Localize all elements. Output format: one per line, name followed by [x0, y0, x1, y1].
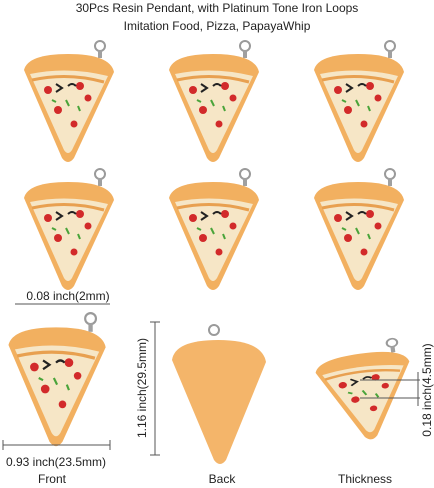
front-view	[6, 311, 108, 448]
width-size: 0.93 inch(23.5mm)	[6, 455, 106, 469]
pendant	[22, 39, 116, 164]
view-label: Front	[38, 472, 67, 486]
pendant	[312, 39, 406, 164]
thickness-view	[310, 335, 421, 448]
back-view	[172, 324, 266, 464]
pendant	[167, 167, 261, 292]
loop-size: 0.08 inch(2mm)	[26, 289, 109, 303]
pendant	[167, 39, 261, 164]
height-size: 1.16 inch(29.5mm)	[135, 338, 149, 438]
view-label: Thickness	[338, 472, 392, 486]
thickness-size: 0.18 inch(4.5mm)	[420, 343, 434, 436]
subtitle: Imitation Food, Pizza, PapayaWhip	[124, 19, 311, 33]
title: 30Pcs Resin Pendant, with Platinum Tone …	[76, 1, 359, 15]
pendant	[312, 167, 406, 292]
view-label: Back	[209, 472, 237, 486]
pendant	[22, 167, 116, 292]
